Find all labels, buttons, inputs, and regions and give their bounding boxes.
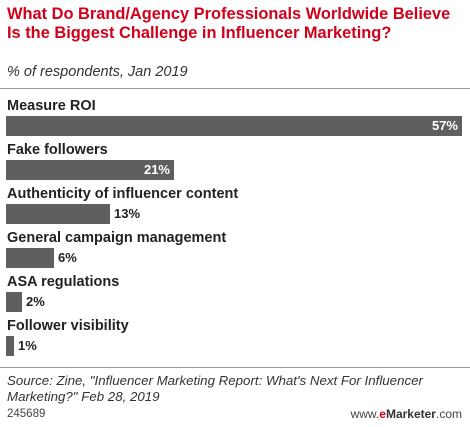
brand-prefix: www. [350, 407, 380, 421]
category-label: General campaign management [7, 230, 227, 246]
category-label: Measure ROI [7, 98, 96, 114]
bar [6, 116, 462, 136]
brand-suffix: .com [435, 407, 462, 421]
brand-e: e [379, 407, 386, 421]
bar [6, 160, 174, 180]
brand-logo: www.eMarketer.com [351, 407, 462, 421]
chart-title: What Do Brand/Agency Professionals World… [7, 5, 451, 42]
brand-name: Marketer [385, 407, 436, 421]
chart-id: 245689 [7, 408, 46, 420]
category-label: Fake followers [7, 142, 108, 158]
bar [6, 204, 110, 224]
value-label: 2% [26, 294, 45, 309]
value-label: 13% [114, 206, 141, 221]
category-label: Authenticity of influencer content [7, 186, 239, 202]
chart-subtitle: % of respondents, Jan 2019 [7, 64, 188, 80]
bar [6, 248, 54, 268]
value-label: 21% [143, 162, 170, 177]
value-label: 1% [18, 338, 37, 353]
category-label: Follower visibility [7, 318, 129, 334]
bar [6, 336, 14, 356]
bar [6, 292, 22, 312]
source-note: Source: Zine, "Influencer Marketing Repo… [7, 373, 423, 404]
top-rule [0, 88, 470, 89]
value-label: 6% [58, 250, 77, 265]
bottom-rule [0, 367, 470, 368]
category-label: ASA regulations [7, 274, 120, 290]
value-label: 57% [431, 118, 458, 133]
